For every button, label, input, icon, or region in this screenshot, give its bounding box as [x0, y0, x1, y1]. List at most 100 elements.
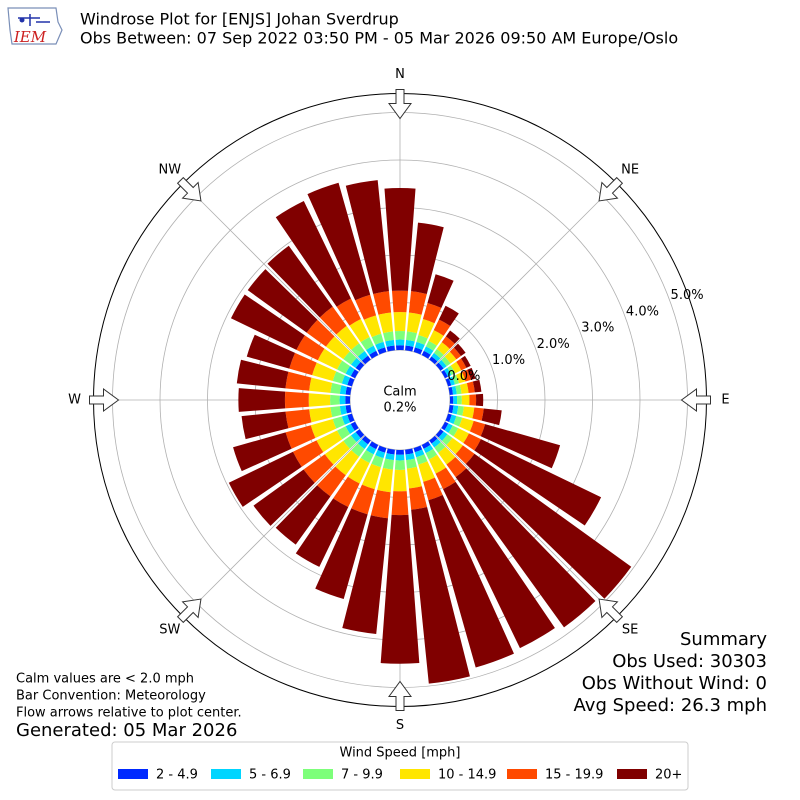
bar-segment — [453, 395, 458, 405]
bar-segment — [325, 336, 350, 360]
bar-segment — [467, 367, 476, 380]
bar-segment — [413, 347, 423, 355]
bar-segment — [395, 339, 405, 346]
bar-segment — [306, 319, 335, 347]
bar-segment — [303, 454, 334, 483]
legend-swatch — [617, 769, 647, 779]
flow-arrow — [598, 598, 624, 624]
bar-segment — [366, 345, 377, 355]
bar-segment — [350, 432, 361, 443]
bar-segment — [455, 445, 475, 464]
bar-segment — [411, 506, 470, 684]
calm-circle — [351, 351, 449, 449]
bar-segment — [361, 355, 371, 365]
bar-segment — [384, 188, 416, 291]
bar-segment — [341, 375, 351, 386]
bar-segment — [475, 393, 484, 407]
r-tick-label: 5.0% — [671, 288, 704, 303]
bar-segment — [355, 361, 365, 371]
r-tick-label: 4.0% — [626, 304, 659, 319]
legend-label: 5 - 6.9 — [249, 768, 291, 783]
bar-segment — [423, 444, 434, 454]
bar-segment — [435, 467, 456, 490]
bar-segment — [295, 498, 349, 567]
bar-segment — [375, 449, 386, 459]
bar-segment — [385, 453, 395, 461]
bar-segment — [455, 384, 462, 395]
bar-segment — [345, 405, 352, 414]
summary-line: Summary — [680, 629, 767, 650]
bar-segment — [335, 450, 360, 476]
bar-segment — [317, 348, 343, 370]
legend-swatch — [507, 769, 537, 779]
bar-segment — [481, 408, 502, 426]
bar-segment — [347, 457, 370, 484]
bar-segment — [453, 343, 466, 357]
direction-label: NE — [621, 162, 639, 177]
bar-segment — [441, 434, 453, 446]
bar-segment — [446, 437, 463, 455]
bar-segment — [391, 290, 409, 313]
bar-segment — [456, 372, 466, 384]
bar-segment — [405, 453, 415, 461]
bar-segment — [444, 423, 453, 433]
bar-segment — [330, 394, 340, 406]
grid-spoke — [182, 435, 365, 618]
direction-label: S — [396, 718, 404, 733]
logo-lines — [18, 14, 50, 26]
bar-segment — [345, 180, 389, 294]
logo: IEM — [7, 7, 63, 46]
legend-label: 10 - 14.9 — [438, 768, 496, 783]
bar-segment — [405, 448, 414, 455]
bar-segment — [444, 351, 457, 364]
bar-segment — [438, 305, 459, 327]
logo-text: IEM — [13, 28, 47, 46]
bar-segment — [418, 318, 435, 339]
bar-segment — [308, 393, 331, 407]
r-tick-label: 3.0% — [581, 321, 614, 336]
bar-segment — [317, 466, 346, 497]
bar-segment — [247, 269, 318, 333]
bar-segment — [360, 337, 374, 351]
bar-segment — [366, 445, 377, 455]
bar-segment — [450, 361, 462, 374]
r-tick-label: 2.0% — [537, 337, 570, 352]
bar-segment — [441, 370, 449, 379]
bar-segment — [461, 394, 470, 406]
bar-segment — [444, 367, 452, 377]
grid-spoke — [435, 435, 618, 618]
direction-label: E — [721, 393, 729, 408]
chart-title: Windrose Plot for [ENJS] Johan Sverdrup — [80, 10, 399, 29]
bar-segment — [339, 405, 347, 415]
bar-segment — [309, 377, 333, 393]
bar-segment — [386, 345, 395, 352]
flow-arrow — [680, 388, 711, 412]
bar-segment — [383, 331, 394, 342]
bar-segment — [462, 406, 475, 419]
grid-spoke — [435, 182, 618, 365]
bar-segment — [433, 349, 444, 359]
bar-segment — [350, 369, 359, 379]
direction-label: SE — [622, 623, 638, 638]
bar-segment — [405, 345, 414, 352]
bar-segment — [431, 438, 441, 448]
bar-segment — [373, 291, 392, 315]
bar-segment — [451, 385, 457, 395]
bar-segment — [230, 294, 305, 350]
legend-swatch — [118, 769, 148, 779]
bar-segment — [355, 429, 365, 439]
bar-segment — [460, 355, 471, 368]
bar-segment — [377, 347, 387, 355]
bar-segment — [370, 489, 391, 519]
bar-segment — [427, 274, 454, 309]
legend-title: Wind Speed [mph] — [340, 746, 461, 761]
bar-segment — [453, 428, 469, 444]
legend-label: 7 - 9.9 — [341, 768, 383, 783]
summary-line: Obs Without Wind: 0 — [582, 673, 767, 694]
bar-segment — [369, 441, 379, 450]
flow-arrow — [176, 176, 202, 202]
bar-segment — [361, 463, 381, 490]
bar-segment — [357, 439, 368, 450]
direction-label: N — [395, 67, 405, 82]
